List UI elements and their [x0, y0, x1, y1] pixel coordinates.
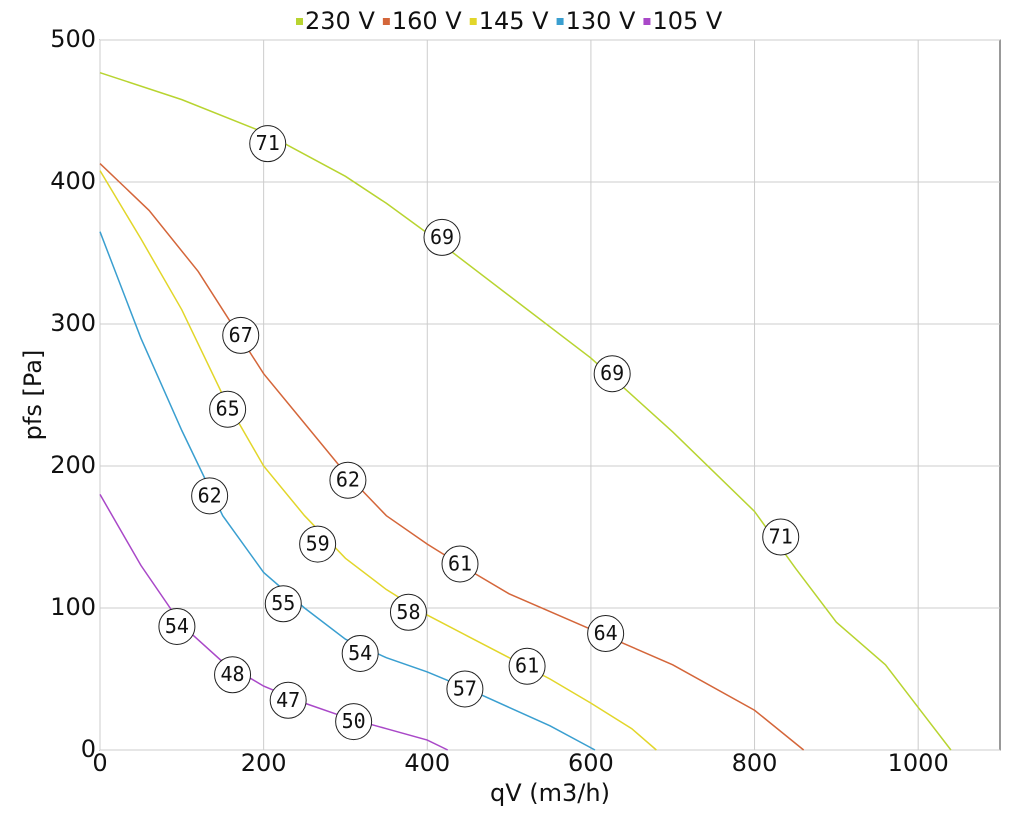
x-tick-label: 400: [404, 749, 450, 777]
annotation-label: 69: [600, 361, 624, 385]
annotation-circle: [335, 703, 373, 741]
annotation-circle: [214, 656, 252, 694]
annotation-label: 47: [276, 688, 300, 712]
annotation-circle: [423, 218, 461, 256]
annotation-label: 54: [348, 641, 372, 665]
legend-label: 130 V: [566, 7, 636, 35]
annotation-circle: [341, 634, 379, 672]
legend-swatch: [382, 18, 390, 25]
y-axis-label: pfs [Pa]: [19, 350, 47, 441]
y-tick-label: 200: [50, 451, 96, 479]
annotation-circle: [269, 681, 307, 719]
annotation-circle: [593, 355, 631, 393]
annotation-circle: [762, 518, 800, 556]
annotation-circle: [389, 593, 427, 631]
legend-swatch: [296, 18, 303, 25]
legend-label: 230 V: [305, 7, 375, 35]
y-tick-label: 500: [50, 25, 96, 53]
line: [99, 170, 657, 751]
legend-label: 160 V: [392, 7, 462, 35]
annotation-label: 61: [448, 551, 472, 575]
annotation-label: 71: [256, 131, 280, 155]
line: [99, 162, 805, 751]
y-tick-label: 100: [50, 593, 96, 621]
annotation-label: 67: [229, 323, 253, 347]
annotation-circle: [209, 390, 247, 428]
legend-label: 145 V: [479, 7, 549, 35]
annotation-circle: [299, 525, 337, 563]
annotation-circle: [446, 670, 484, 708]
annotation-label: 64: [594, 621, 618, 645]
annotation-circle: [264, 585, 302, 623]
x-tick-label: 600: [568, 749, 614, 777]
annotation-circle: [249, 125, 287, 163]
annotation-circle: [329, 461, 367, 499]
annotation-label: 59: [306, 532, 330, 556]
annotation-label: 62: [198, 483, 222, 507]
annotation-label: 65: [216, 397, 240, 421]
x-tick-label: 0: [92, 749, 107, 777]
legend-swatch: [556, 18, 564, 25]
y-tick-label: 0: [81, 735, 96, 763]
legend-swatch: [469, 18, 477, 25]
x-tick-label: 800: [732, 749, 778, 777]
annotation-label: 50: [342, 709, 366, 733]
legend-swatch: [643, 18, 651, 25]
annotation-label: 54: [165, 614, 189, 638]
annotation-label: 69: [430, 225, 454, 249]
annotation-circle: [222, 316, 260, 354]
x-axis-label: qV (m3/h): [490, 779, 610, 807]
line: [99, 71, 952, 751]
annotation-label: 48: [220, 662, 244, 686]
annotation-circle: [191, 477, 229, 515]
annotation-label: 55: [271, 591, 295, 615]
x-tick-label: 200: [241, 749, 287, 777]
legend-label: 105 V: [652, 7, 722, 35]
annotation-label: 57: [453, 676, 477, 700]
annotation-circle: [441, 545, 479, 583]
y-tick-label: 400: [50, 167, 96, 195]
line: [99, 231, 596, 751]
annotation-circle: [587, 615, 625, 653]
annotation-label: 62: [336, 468, 360, 492]
x-tick-label: 1000: [888, 749, 949, 777]
annotation-circle: [508, 647, 546, 685]
annotation-label: 61: [515, 654, 539, 678]
annotation-label: 71: [769, 525, 793, 549]
y-tick-label: 300: [50, 309, 96, 337]
annotation-label: 58: [396, 600, 420, 624]
annotation-circle: [158, 607, 196, 645]
